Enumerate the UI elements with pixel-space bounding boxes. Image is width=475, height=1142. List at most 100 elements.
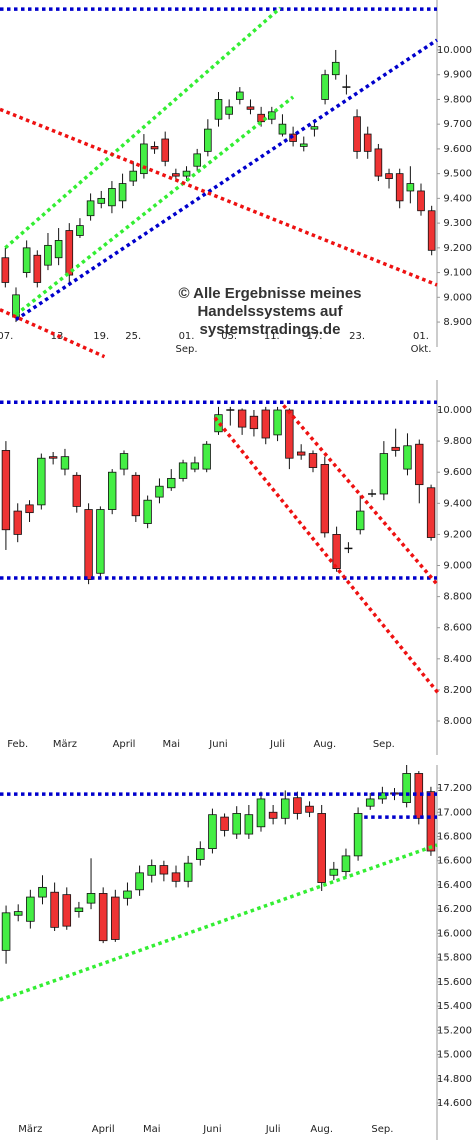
candle-body	[202, 443, 211, 470]
candle-body	[65, 230, 74, 276]
x-tick-label: 01. Okt.	[411, 331, 432, 355]
label-line: 01.	[179, 331, 195, 342]
candle-body	[72, 474, 81, 507]
candle-body	[123, 890, 132, 899]
candle-body	[62, 894, 72, 927]
candle-body	[341, 855, 351, 873]
x-tick-label: Mai	[143, 1124, 161, 1135]
candle-body	[296, 451, 306, 456]
candle-body	[1, 257, 10, 283]
candle-body	[74, 907, 84, 913]
trend-line	[14, 95, 295, 317]
candle-body	[289, 133, 297, 142]
candle-body	[329, 868, 339, 876]
y-tick-label: 9.400	[443, 193, 472, 204]
y-tick-label: 8.200	[443, 685, 472, 696]
x-tick-label: 19.	[93, 331, 109, 342]
candle-body	[331, 61, 340, 76]
y-tick-label: 9.800	[443, 436, 472, 447]
candle-body	[293, 797, 302, 814]
candle-body	[378, 792, 387, 800]
label-line: 01.	[413, 331, 429, 342]
candle-body	[417, 190, 425, 212]
watermark: © Alle Ergebnisse meines	[178, 285, 361, 302]
y-tick-label: 9.400	[443, 498, 472, 509]
y-tick-label: 14.800	[437, 1074, 472, 1085]
candle-body	[155, 485, 164, 498]
candle-body	[236, 91, 244, 100]
x-tick-label: Feb.	[7, 739, 28, 750]
trend-line	[213, 416, 440, 695]
candle-body	[395, 173, 404, 202]
candle-body	[111, 896, 120, 940]
candle-body	[426, 487, 436, 538]
candle-body	[204, 128, 212, 152]
x-tick-label: 17.	[306, 331, 322, 342]
y-tick-label: 9.100	[443, 268, 472, 279]
candle-body	[426, 791, 436, 852]
candle-body	[159, 865, 169, 875]
candle-body	[190, 462, 200, 470]
trend-line	[282, 404, 439, 586]
candle-body	[208, 814, 217, 850]
x-tick-label: Juli	[269, 739, 285, 750]
y-tick-label: 9.900	[443, 70, 472, 81]
trend-line	[0, 308, 106, 359]
candle-body	[50, 891, 59, 928]
candle-body	[391, 446, 400, 451]
y-tick-label: 16.000	[437, 928, 472, 939]
candle-body	[84, 509, 93, 580]
candle-body	[26, 896, 35, 922]
candle-body	[365, 798, 375, 807]
x-tick-label: April	[92, 1124, 115, 1135]
candle-body	[135, 872, 144, 891]
candle-body	[196, 848, 205, 860]
y-tick-label: 17.000	[437, 807, 472, 818]
candle-body	[214, 414, 223, 433]
candle-body	[167, 478, 176, 489]
candle-body	[44, 244, 52, 266]
x-tick-label: Sep.	[371, 1124, 393, 1135]
trend-line	[4, 6, 282, 250]
candle-body	[256, 798, 266, 828]
watermark: Handelssystems auf	[197, 303, 343, 320]
x-tick-label: März	[53, 739, 77, 750]
x-tick-label: Aug.	[313, 739, 336, 750]
candle-body	[48, 456, 58, 459]
x-tick-label: März	[18, 1124, 42, 1135]
x-tick-label: Juni	[202, 1124, 221, 1135]
candle-body	[178, 462, 188, 479]
x-tick-label: 05.	[221, 331, 237, 342]
candle-body	[1, 450, 11, 531]
y-tick-label: 9.000	[443, 292, 472, 303]
candle-body	[182, 170, 191, 177]
x-tick-label: Juni	[208, 739, 227, 750]
candle-body	[427, 210, 436, 251]
y-tick-label: 15.400	[437, 1001, 472, 1012]
candle-body	[280, 798, 290, 819]
x-tick-label: April	[113, 739, 136, 750]
candle-body	[246, 106, 255, 110]
y-tick-label: 9.300	[443, 218, 472, 229]
y-tick-label: 15.200	[437, 1025, 472, 1036]
candle-body	[172, 173, 180, 177]
candle-body	[108, 471, 117, 510]
candle-body	[403, 445, 412, 470]
y-tick-label: 9.800	[443, 94, 472, 105]
y-tick-label: 15.800	[437, 953, 472, 964]
candle-body	[143, 499, 152, 524]
candle-body	[131, 474, 141, 517]
candle-body	[320, 464, 329, 534]
x-tick-label: 11.	[264, 331, 280, 342]
candle-body	[118, 183, 127, 202]
y-tick-label: 16.200	[437, 904, 472, 915]
candle-body	[33, 254, 42, 283]
candle-body	[147, 865, 157, 876]
y-tick-label: 10.000	[437, 405, 472, 416]
y-tick-label: 8.400	[443, 654, 472, 665]
candle-body	[268, 811, 278, 819]
candle-body	[414, 773, 424, 819]
x-tick-label: Mai	[162, 739, 180, 750]
